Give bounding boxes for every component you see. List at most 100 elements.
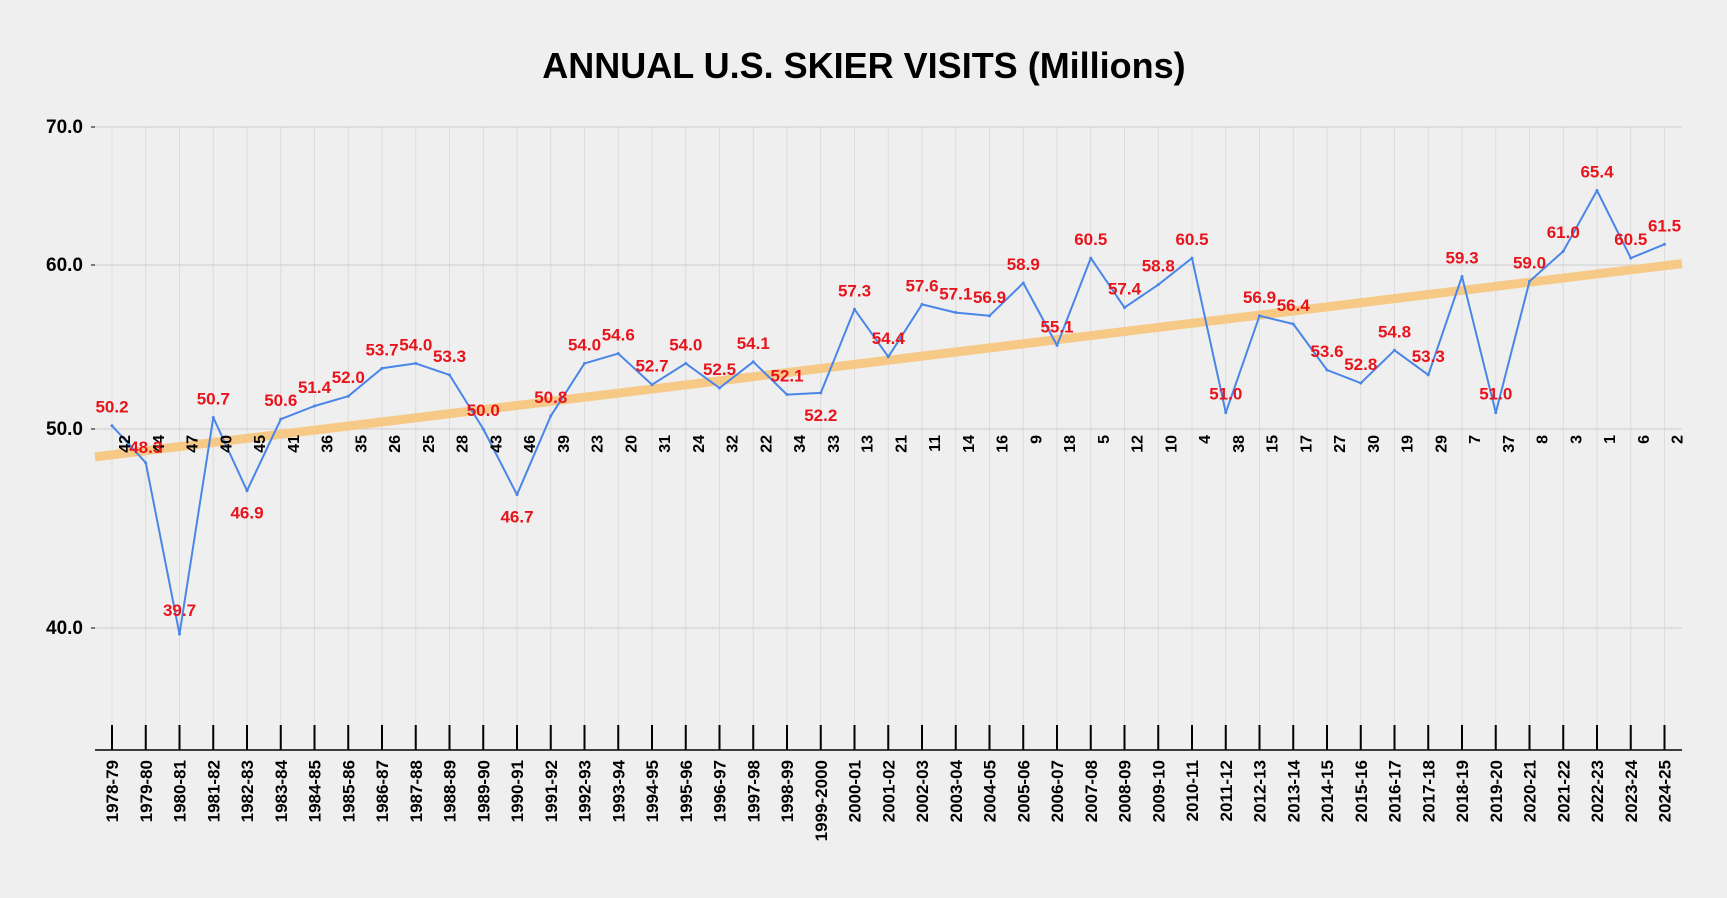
- rank-label: 22: [758, 435, 775, 453]
- x-tick-label: 1984-85: [306, 760, 325, 822]
- data-point-2002-03: [920, 302, 924, 306]
- rank-label: 24: [691, 435, 708, 453]
- x-tick-label: 1978-79: [103, 760, 122, 822]
- rank-label: 21: [893, 435, 910, 453]
- x-tick-label: 2008-09: [1116, 760, 1135, 822]
- x-tick-label: 1979-80: [137, 760, 156, 822]
- rank-label: 13: [860, 435, 877, 453]
- data-label: 50.2: [95, 398, 128, 417]
- rank-label: 29: [1433, 435, 1450, 453]
- data-label: 51.4: [298, 378, 332, 397]
- data-point-2024-25: [1663, 242, 1666, 246]
- data-point-2018-19: [1460, 274, 1464, 278]
- data-point-2014-15: [1325, 368, 1329, 372]
- data-point-1979-80: [144, 461, 148, 465]
- data-point-1990-91: [515, 493, 519, 497]
- x-tick-label: 1985-86: [339, 760, 358, 822]
- x-tick-label: 1993-94: [609, 759, 628, 822]
- x-tick-label: 2013-14: [1284, 759, 1303, 822]
- rank-label: 44: [151, 435, 168, 453]
- data-point-2000-01: [853, 307, 856, 311]
- data-point-2023-24: [1629, 256, 1633, 260]
- data-labels: 50.248.339.750.746.950.651.452.053.7 54.0…: [95, 162, 1681, 619]
- rank-label: 41: [286, 435, 303, 453]
- data-point-1991-92: [549, 414, 553, 418]
- data-label: 59.0: [1513, 253, 1546, 272]
- x-tick-label: 2023-24: [1622, 759, 1641, 822]
- data-label: 46.9: [230, 504, 263, 523]
- x-tick-label: 1991-92: [542, 760, 561, 822]
- x-tick-label: 2017-18: [1419, 760, 1438, 822]
- data-point-2011-12: [1224, 411, 1228, 415]
- x-tick-label: 1995-96: [677, 760, 696, 822]
- data-point-2019-20: [1494, 411, 1498, 415]
- data-label: 59.3: [1445, 248, 1478, 267]
- rank-label: 1: [1602, 435, 1619, 444]
- rank-label: 16: [995, 435, 1012, 453]
- data-label: 54.0: [399, 335, 432, 354]
- rank-label: 11: [927, 435, 944, 452]
- data-point-1983-84: [279, 417, 283, 421]
- x-tick-label: 1986-87: [373, 760, 392, 822]
- data-label: 39.7: [163, 601, 196, 620]
- data-label: 51.0: [1479, 385, 1512, 404]
- rank-label: 6: [1636, 435, 1653, 444]
- data-point-1985-86: [346, 394, 350, 398]
- data-label: 54.0: [669, 335, 702, 354]
- data-point-1992-93: [583, 361, 586, 365]
- data-point-2016-17: [1393, 348, 1396, 352]
- rank-label: 27: [1332, 435, 1349, 453]
- x-tick-label: 1981-82: [204, 760, 223, 822]
- data-label: 58.8: [1142, 257, 1175, 276]
- rank-label: 46: [522, 435, 539, 453]
- x-tick-label: 2004-05: [981, 760, 1000, 822]
- rank-label: 12: [1130, 435, 1147, 453]
- rank-label: 18: [1062, 435, 1079, 453]
- data-point-1986-87: [380, 366, 384, 370]
- x-tick-label: 2022-23: [1588, 760, 1607, 822]
- rank-label: 32: [725, 435, 742, 453]
- data-point-1987-88: [414, 361, 418, 365]
- rank-label: 42: [117, 435, 134, 453]
- data-label: 61.0: [1547, 223, 1580, 242]
- rank-label: 43: [488, 435, 505, 453]
- y-tick-label: 70.0: [46, 117, 83, 138]
- rank-label: 30: [1366, 435, 1383, 453]
- data-label: 54.6: [602, 326, 635, 345]
- rank-label: 35: [353, 435, 370, 453]
- data-point-2004-05: [988, 314, 991, 318]
- data-label: 53.6: [1310, 342, 1343, 361]
- rank-label: 47: [185, 435, 202, 453]
- x-tick-label: 1998-99: [778, 760, 797, 822]
- data-label: 53.3: [433, 347, 466, 366]
- data-point-1989-90: [481, 427, 485, 431]
- data-point-2012-13: [1258, 314, 1261, 318]
- rank-label: 25: [421, 435, 438, 453]
- x-tick-label: 1980-81: [171, 760, 190, 822]
- data-label: 54.4: [872, 329, 906, 348]
- data-point-1997-98: [751, 360, 755, 364]
- rank-label: 37: [1501, 435, 1518, 453]
- data-point-2017-18: [1426, 373, 1430, 377]
- data-label: 50.8: [534, 388, 567, 407]
- rank-label: 19: [1400, 435, 1417, 453]
- rank-label: 38: [1231, 435, 1248, 453]
- x-tick-label: 1996-97: [711, 760, 730, 822]
- data-label: 53.3: [1412, 347, 1445, 366]
- data-point-1988-89: [448, 373, 451, 377]
- data-label: 51.0: [1209, 385, 1242, 404]
- data-label: 57.3: [838, 281, 871, 300]
- x-tick-label: 1987-88: [407, 760, 426, 822]
- x-tick-label: 2016-17: [1386, 760, 1405, 822]
- data-label: 60.5: [1614, 230, 1647, 249]
- data-point-2015-16: [1359, 381, 1363, 385]
- trendline-path: [94, 259, 1683, 462]
- data-label: 53.7: [365, 340, 398, 359]
- data-label: 58.9: [1007, 255, 1040, 274]
- data-label: 48.3: [129, 438, 162, 457]
- x-tick-label: 2002-03: [913, 760, 932, 822]
- rank-label: 5: [1096, 435, 1113, 444]
- data-label: 50.7: [197, 390, 230, 409]
- rank-label: 36: [320, 435, 337, 453]
- x-tick-label: 2015-16: [1352, 760, 1371, 822]
